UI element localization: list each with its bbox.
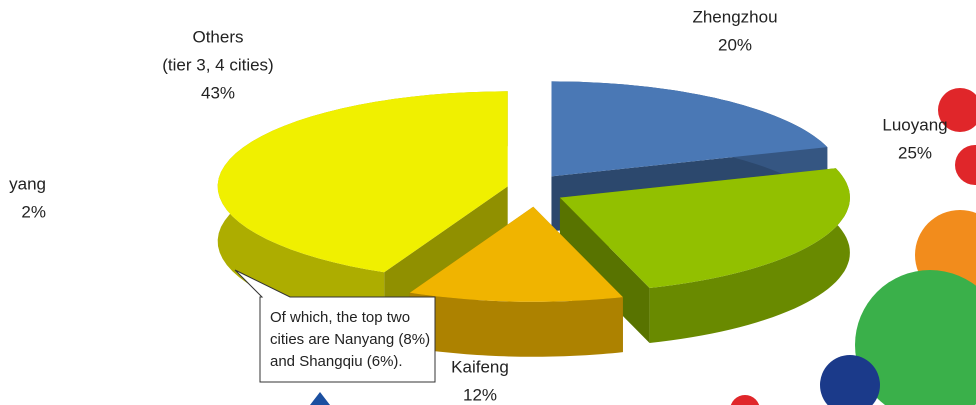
decoration <box>310 88 976 405</box>
triangle <box>310 392 330 405</box>
slice-label: (tier 3, 4 cities) <box>162 55 273 74</box>
cloud <box>855 270 976 405</box>
cropped-label: 2% <box>21 202 46 221</box>
callout-text: cities are Nanyang (8%) <box>270 331 430 348</box>
slice-label: Others <box>192 27 243 46</box>
slice-wall <box>649 168 850 343</box>
value-label: 43% <box>201 83 235 102</box>
slice <box>559 168 850 288</box>
cloud <box>820 355 880 405</box>
cloud <box>955 145 976 185</box>
value-label: 12% <box>463 385 497 404</box>
slice <box>551 81 828 177</box>
slice <box>217 91 508 273</box>
callout: Of which, the top two cities are Nanyang … <box>234 269 436 383</box>
slice-side <box>559 197 650 343</box>
cropped-label: yang <box>9 174 46 193</box>
slice-label: Zhengzhou <box>692 7 777 26</box>
value-label: 25% <box>898 143 932 162</box>
callout-text: and Shangqiu (6%). <box>270 353 403 370</box>
slice-wall <box>409 292 623 357</box>
slice <box>409 206 623 302</box>
slice-label: Kaifeng <box>451 357 509 376</box>
cloud <box>938 88 976 132</box>
pie <box>217 81 850 357</box>
labels: Zhengzhou 20% Luoyang 25% Kaifeng 12% Others (t… <box>9 7 947 404</box>
callout-text: Of which, the top two <box>270 309 410 326</box>
cloud <box>730 395 760 405</box>
slice-label: Luoyang <box>882 115 947 134</box>
value-label: 20% <box>718 35 752 54</box>
callout-box <box>234 269 436 383</box>
